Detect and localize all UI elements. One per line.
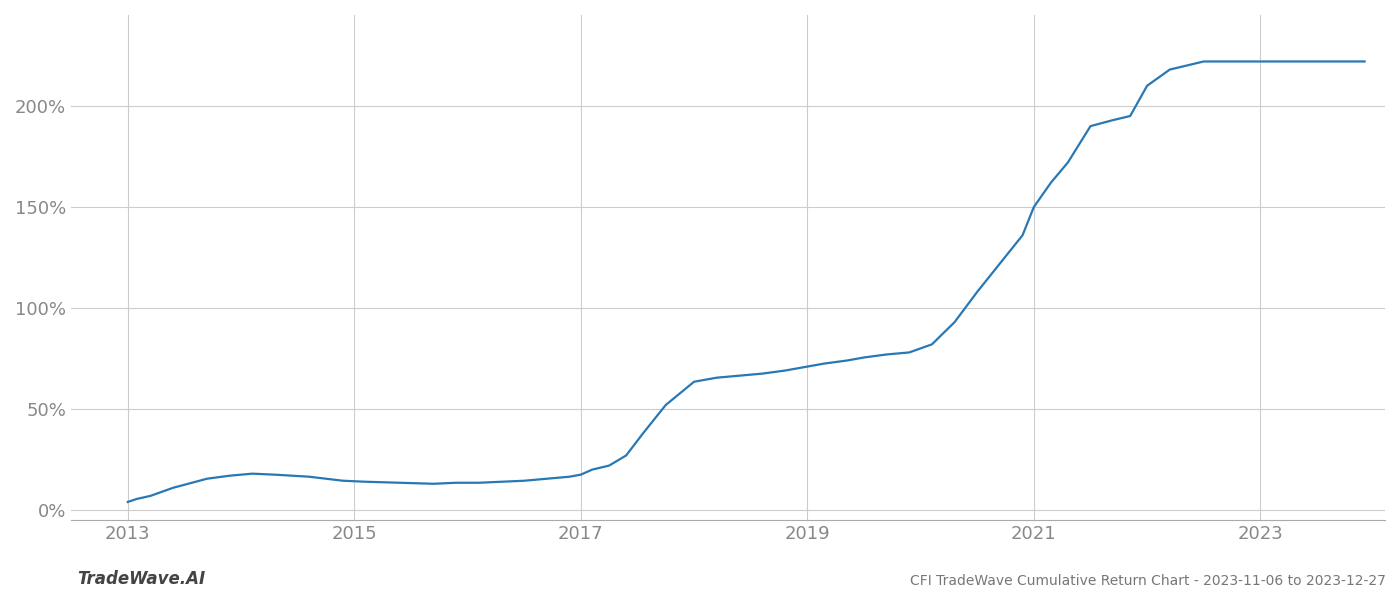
Text: TradeWave.AI: TradeWave.AI — [77, 570, 206, 588]
Text: CFI TradeWave Cumulative Return Chart - 2023-11-06 to 2023-12-27: CFI TradeWave Cumulative Return Chart - … — [910, 574, 1386, 588]
